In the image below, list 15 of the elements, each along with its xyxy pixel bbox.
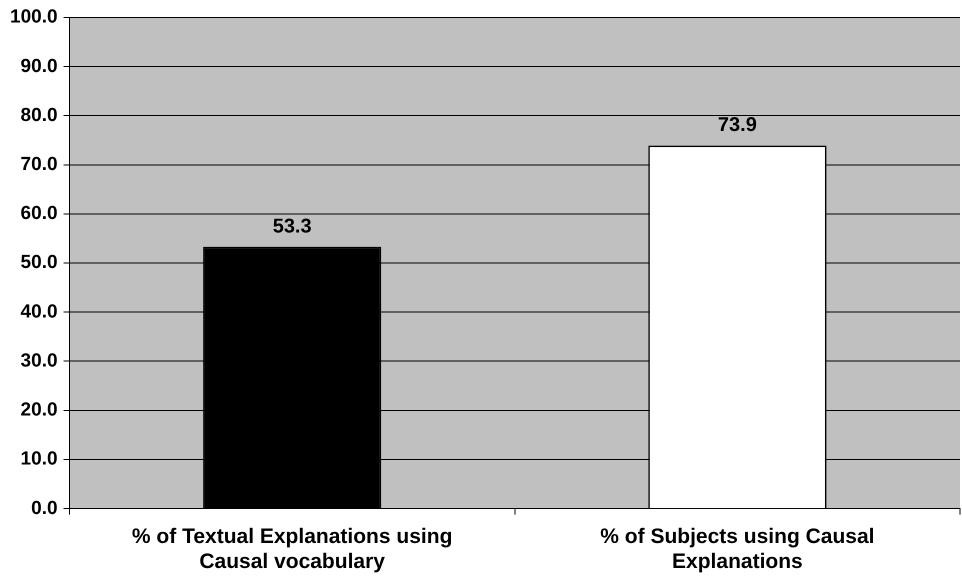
y-tick-label: 0.0 [31,498,58,519]
y-tick-label: 10.0 [20,448,58,470]
y-tick-label: 80.0 [20,104,58,126]
y-tick-label: 90.0 [20,56,58,77]
data-label: 73.9 [718,114,757,136]
y-tick-label: 100.0 [10,6,58,28]
y-tick-label: 50.0 [20,252,58,274]
data-label: 53.3 [272,215,312,238]
y-tick-label: 70.0 [20,154,58,175]
y-tick-label: 20.0 [20,400,58,421]
y-tick-label: 60.0 [20,203,58,224]
x-tick-label: % of Textual Explanations using Causal vocabulary [132,524,452,574]
y-tick-label: 30.0 [20,350,58,372]
x-tick-label: % of Subjects using Causal Explanations [600,524,875,574]
y-tick-label: 40.0 [20,301,58,322]
